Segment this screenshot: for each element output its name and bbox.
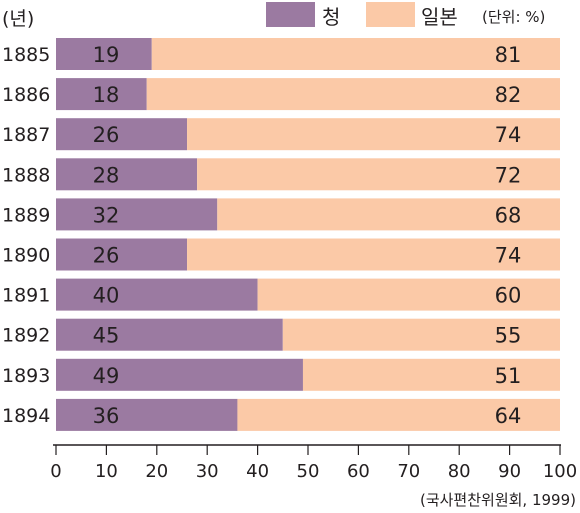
y-tick-label: 1894: [2, 405, 50, 427]
y-tick-label: 1886: [2, 84, 50, 106]
data-label-qing: 19: [93, 43, 120, 67]
data-label-japan: 60: [495, 284, 522, 308]
bar-japan: [237, 398, 560, 431]
bar-qing: [56, 238, 188, 271]
legend-swatch-japan: [366, 2, 415, 27]
bar-japan: [197, 158, 560, 191]
data-label-japan: 55: [495, 324, 522, 348]
x-tick-label: 0: [50, 461, 61, 482]
y-tick-label: 1887: [2, 124, 50, 146]
bar-japan: [151, 38, 560, 70]
data-label-qing: 49: [93, 364, 120, 388]
legend-label-qing: 청: [322, 5, 340, 29]
y-tick-label: 1890: [2, 245, 50, 267]
y-tick-label: 1891: [2, 285, 50, 307]
data-label-japan: 81: [495, 43, 522, 67]
data-label-japan: 74: [495, 244, 522, 268]
x-tick-label: 40: [246, 461, 269, 482]
bar-qing: [56, 118, 188, 151]
data-label-qing: 26: [93, 244, 120, 268]
y-tick-label: 1892: [2, 325, 50, 347]
legend-swatch-qing: [266, 2, 315, 27]
data-label-japan: 72: [495, 163, 522, 187]
data-label-qing: 40: [93, 284, 120, 308]
x-tick-label: 30: [196, 461, 219, 482]
data-label-japan: 74: [495, 123, 522, 147]
bar-japan: [187, 238, 561, 271]
bar-qing: [56, 278, 258, 311]
data-label-japan: 51: [495, 364, 522, 388]
x-tick-label: 50: [297, 461, 320, 482]
data-label-japan: 82: [495, 83, 522, 107]
x-tick-label: 70: [397, 461, 420, 482]
x-axis: 0 10 20 30 40 50 60 70 80 90 100: [50, 445, 577, 482]
y-axis-unit-label: (년): [2, 8, 34, 30]
x-tick-label: 90: [498, 461, 521, 482]
bar-qing: [56, 158, 198, 191]
y-tick-label: 1889: [2, 204, 50, 226]
bar-qing: [56, 398, 238, 431]
legend: 청 일본 (단위: %): [266, 2, 545, 29]
source-note: (국사편찬위원회, 1999): [420, 491, 576, 509]
y-tick-label: 1885: [2, 44, 50, 66]
bar-qing: [56, 318, 283, 351]
x-tick-label: 80: [448, 461, 471, 482]
data-label-qing: 18: [93, 83, 120, 107]
x-tick-label: 60: [347, 461, 370, 482]
plot-area: 1885 19 81 1886 18 82 1887 26 74 1888 28 72 1889 32 68…: [2, 38, 561, 431]
y-tick-label: 1888: [2, 164, 50, 186]
bar-japan: [217, 198, 560, 231]
bar-qing: [56, 198, 218, 231]
data-label-qing: 26: [93, 123, 120, 147]
x-tick-label: 20: [145, 461, 168, 482]
data-label-japan: 68: [495, 203, 522, 227]
bar-qing: [56, 78, 147, 111]
bar-qing: [56, 38, 152, 70]
data-label-qing: 28: [93, 163, 120, 187]
data-label-qing: 32: [93, 203, 120, 227]
bar-japan: [187, 118, 561, 151]
x-tick-label: 100: [543, 461, 577, 482]
bar-japan: [282, 318, 560, 351]
data-label-qing: 45: [93, 324, 120, 348]
bar-japan: [302, 358, 560, 391]
bar-qing: [56, 358, 303, 391]
data-label-japan: 64: [495, 404, 522, 428]
x-tick-label: 10: [95, 461, 118, 482]
legend-label-japan: 일본: [421, 5, 458, 29]
unit-note: (단위: %): [482, 8, 545, 26]
bar-japan: [146, 78, 560, 111]
data-label-qing: 36: [93, 404, 120, 428]
y-tick-label: 1893: [2, 365, 50, 387]
bar-japan: [257, 278, 560, 311]
